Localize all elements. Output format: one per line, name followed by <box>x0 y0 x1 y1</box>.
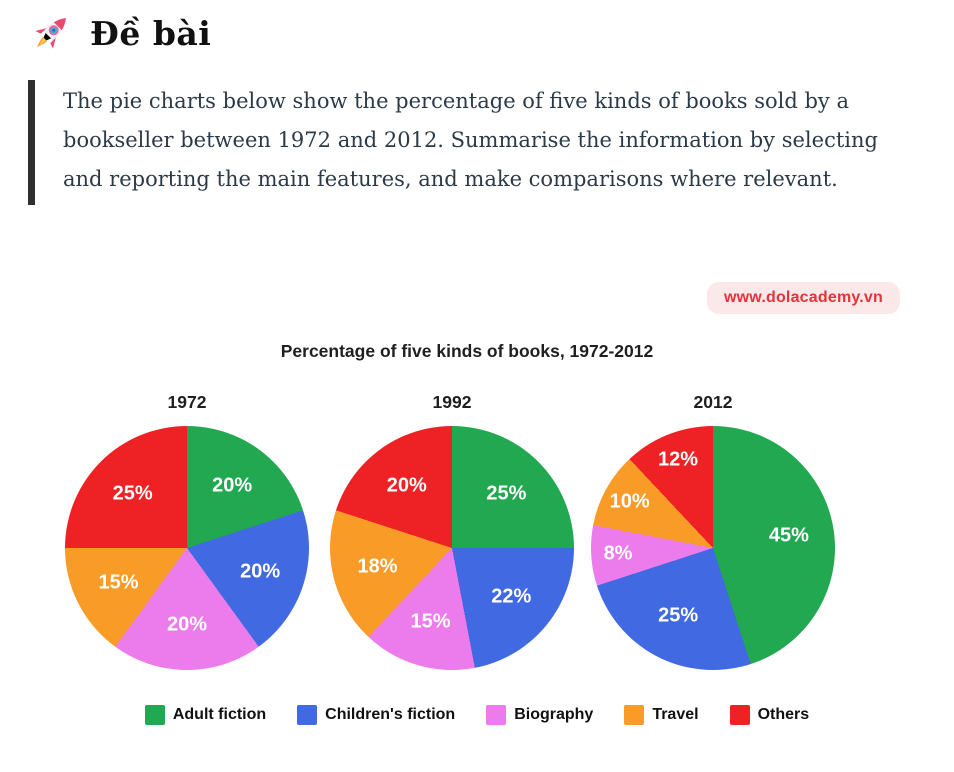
legend-item: Children's fiction <box>297 705 455 725</box>
pie-year-label: 1992 <box>432 392 472 412</box>
pie-slice-label: 18% <box>357 555 398 578</box>
pie-year-label: 1972 <box>167 392 207 412</box>
pie-slice-label: 10% <box>609 490 650 513</box>
pie-slice-label: 20% <box>166 613 208 636</box>
pie-slice-label: 12% <box>657 448 698 471</box>
pie-slice-label: 20% <box>240 560 281 583</box>
pie-slice-label: 25% <box>486 482 527 505</box>
pie-circle-2012: 45% 25% 8% 10% 12% <box>591 426 835 670</box>
legend-label: Travel <box>652 706 699 723</box>
legend-label: Adult fiction <box>172 706 267 723</box>
pie-slice-label: 15% <box>410 610 451 633</box>
pie-slice-label: 25% <box>658 604 699 627</box>
legend-item: Travel <box>624 705 699 725</box>
task-prompt-blockquote: The pie charts below show the percentage… <box>28 80 910 205</box>
pie-slice-label: 20% <box>386 474 427 497</box>
chart-title: Percentage of five kinds of books, 1972-… <box>280 341 654 361</box>
legend-swatch-icon <box>486 705 507 725</box>
legend-label: Children's fiction <box>325 706 456 723</box>
pie-charts-figure: Percentage of five kinds of books, 1972-… <box>0 330 954 772</box>
pie-slice-label: 45% <box>768 524 809 547</box>
pie-chart-1992: 1992 25% 22% 15% 18% 20% <box>330 392 574 670</box>
legend-label: Biography <box>514 706 594 723</box>
page-header: Đề bài <box>0 0 954 56</box>
page-title: Đề bài <box>90 13 212 53</box>
pie-year-label: 2012 <box>693 392 733 412</box>
watermark-badge: www.dolacademy.vn <box>707 282 901 314</box>
legend-swatch-icon <box>297 705 318 725</box>
legend-item: Biography <box>486 705 593 725</box>
pie-chart-1972: 1972 20% 20% 20% 15% 25% <box>65 392 309 670</box>
pie-slice-label: 8% <box>603 542 633 565</box>
pie-slice-label: 20% <box>212 474 253 497</box>
legend-swatch-icon <box>144 705 165 725</box>
legend-label: Others <box>757 706 810 723</box>
rocket-icon <box>35 17 67 49</box>
legend-swatch-icon <box>729 705 750 725</box>
pie-circle-1972: 20% 20% 20% 15% 25% <box>65 426 309 670</box>
legend-swatch-icon <box>624 705 645 725</box>
pie-circle-1992: 25% 22% 15% 18% 20% <box>330 426 574 670</box>
pie-slice-label: 15% <box>98 571 139 594</box>
pie-slice-label: 25% <box>112 482 153 505</box>
legend-item: Adult fiction <box>144 705 267 725</box>
pie-chart-2012: 2012 45% 25% 8% 10% 12% <box>591 392 835 670</box>
chart-legend: Adult fiction Children's fiction Biography… <box>0 705 954 725</box>
pie-slice-label: 22% <box>491 585 532 608</box>
legend-item: Others <box>729 705 810 725</box>
